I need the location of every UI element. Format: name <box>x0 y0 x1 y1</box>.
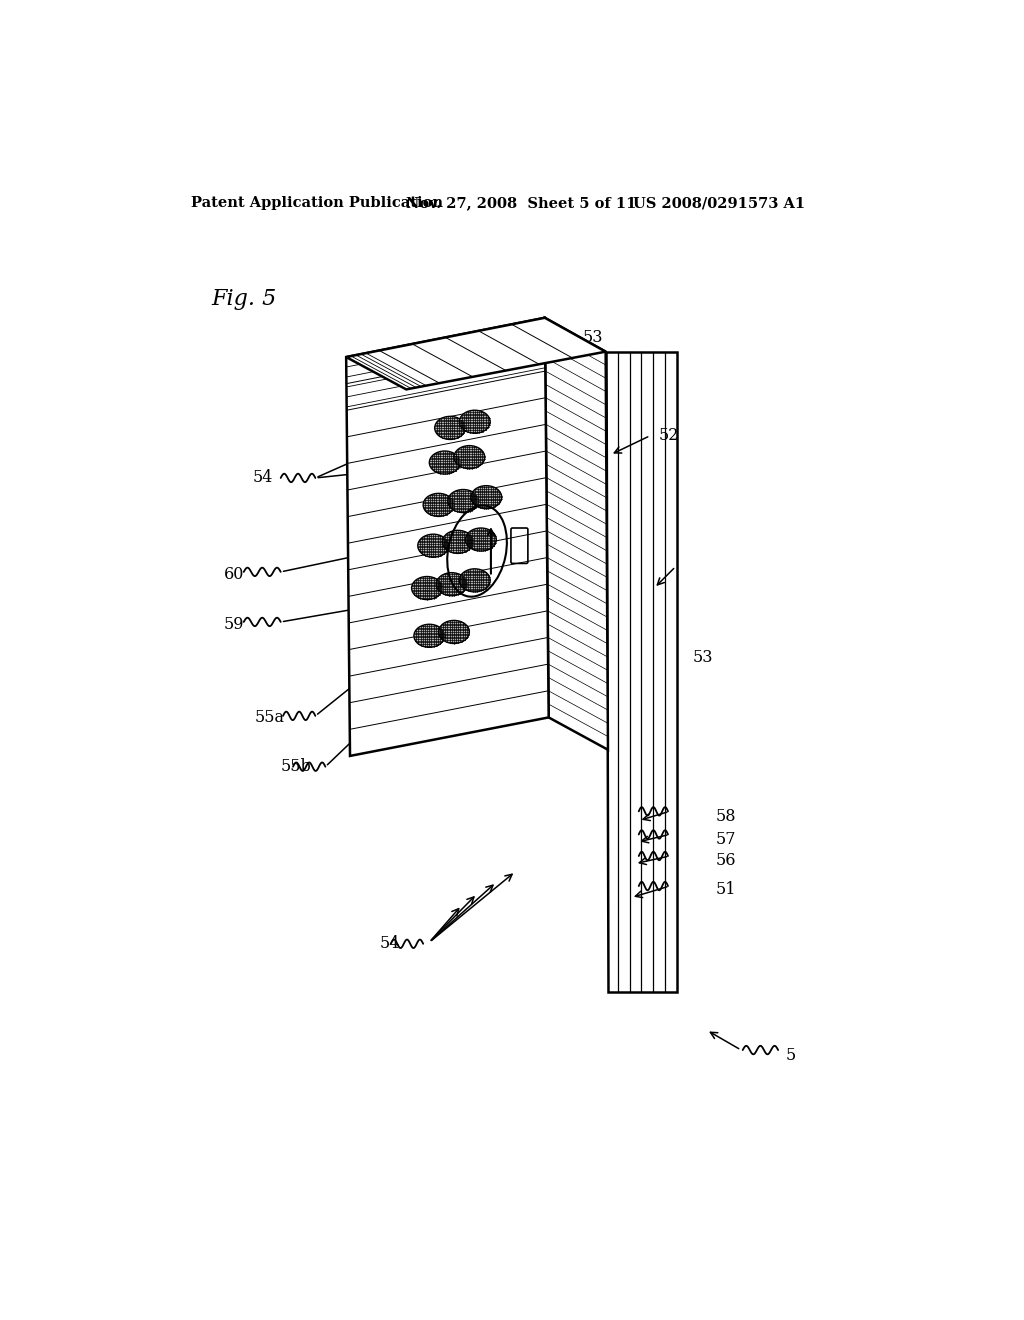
Ellipse shape <box>466 528 497 552</box>
Ellipse shape <box>435 416 466 440</box>
Text: 59: 59 <box>224 615 245 632</box>
Text: US 2008/0291573 A1: US 2008/0291573 A1 <box>633 197 805 210</box>
Ellipse shape <box>438 620 469 644</box>
Ellipse shape <box>442 531 473 553</box>
Text: 52: 52 <box>658 428 679 444</box>
Ellipse shape <box>418 535 449 557</box>
Text: 57: 57 <box>716 832 736 849</box>
Text: 54: 54 <box>253 470 273 487</box>
Text: 51: 51 <box>716 882 736 899</box>
Text: 55b: 55b <box>281 758 311 775</box>
Text: 58: 58 <box>716 808 736 825</box>
Text: 55a: 55a <box>255 709 285 726</box>
Polygon shape <box>605 351 677 991</box>
Text: 60: 60 <box>224 566 245 582</box>
Polygon shape <box>346 318 605 389</box>
Text: Patent Application Publication: Patent Application Publication <box>190 197 442 210</box>
Text: 56: 56 <box>716 853 736 869</box>
Text: Nov. 27, 2008  Sheet 5 of 11: Nov. 27, 2008 Sheet 5 of 11 <box>407 197 637 210</box>
Ellipse shape <box>447 490 478 512</box>
Ellipse shape <box>412 577 442 599</box>
Text: Fig. 5: Fig. 5 <box>211 288 276 310</box>
Text: 5: 5 <box>786 1047 797 1064</box>
Ellipse shape <box>414 624 444 647</box>
Text: 53: 53 <box>692 649 713 665</box>
Ellipse shape <box>460 411 490 433</box>
Ellipse shape <box>454 446 484 469</box>
Ellipse shape <box>429 451 460 474</box>
Text: 54: 54 <box>380 936 400 952</box>
Text: 53: 53 <box>583 329 603 346</box>
Polygon shape <box>545 318 608 750</box>
Ellipse shape <box>436 573 467 595</box>
Ellipse shape <box>423 494 454 516</box>
Ellipse shape <box>471 486 502 508</box>
Polygon shape <box>346 318 549 756</box>
Ellipse shape <box>460 569 490 591</box>
